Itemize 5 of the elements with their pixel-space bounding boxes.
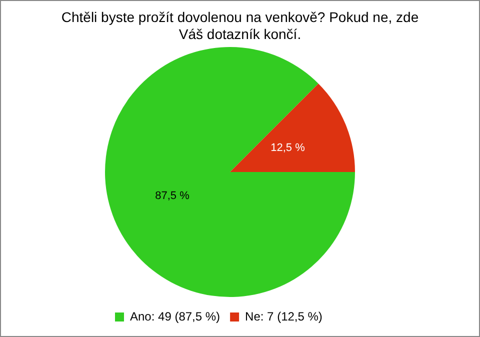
data-label: 87,5 % <box>155 190 190 202</box>
chart-title: Chtěli byste prožít dovolenou na venkově? Pokud ne, zde Váš dotazník končí. <box>60 9 420 43</box>
data-label: 12,5 % <box>270 142 306 154</box>
legend-label: Ne: 7 (12,5 %) <box>245 309 322 324</box>
legend-label: Ano: 49 (87,5 %) <box>130 309 220 324</box>
